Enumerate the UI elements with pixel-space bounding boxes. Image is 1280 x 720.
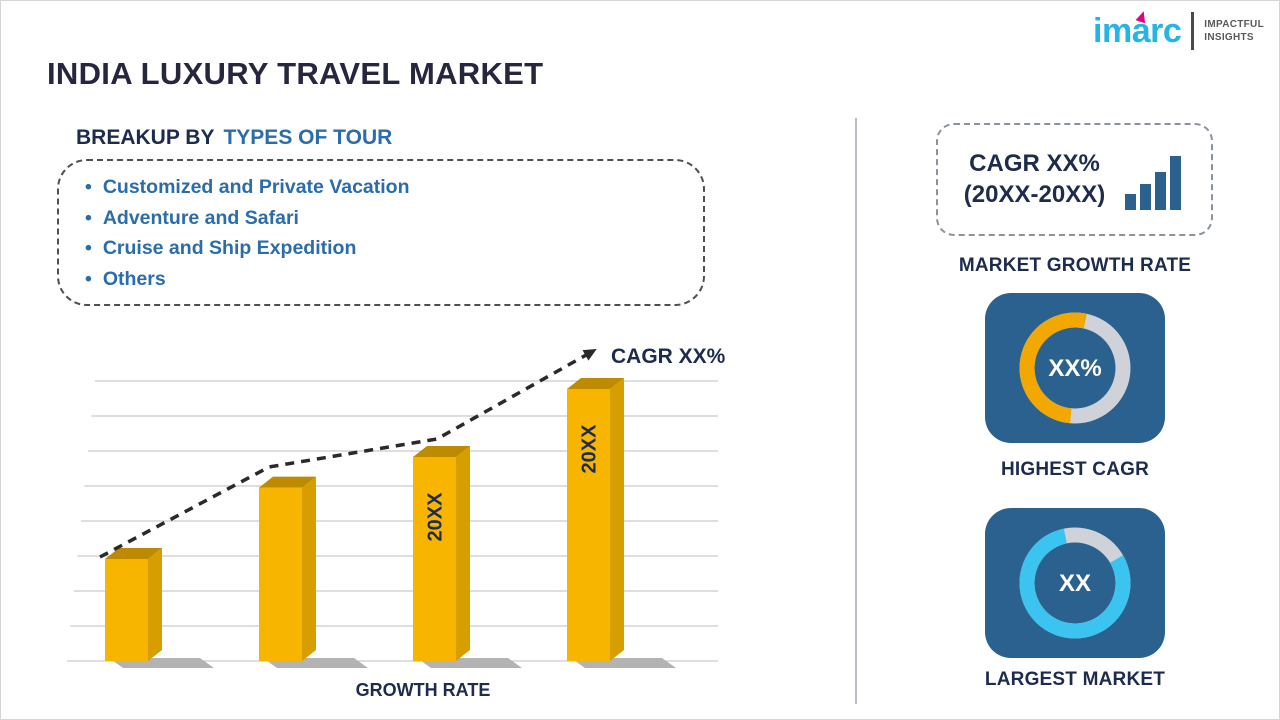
- breakup-box: Customized and Private Vacation Adventur…: [57, 159, 705, 306]
- breakup-heading-highlight: TYPES OF TOUR: [223, 126, 393, 149]
- bar-top-face: [567, 378, 624, 389]
- ascending-bars-icon: [1125, 155, 1182, 210]
- bar-top-face: [259, 476, 316, 488]
- growth-rate-bar-chart: 20XX 20XX CAGR XX% GROWTH RATE: [67, 345, 726, 700]
- cagr-box-text: CAGR XX% (20XX-20XX): [964, 149, 1105, 210]
- bar-side-face: [456, 446, 470, 661]
- list-item: Others: [85, 264, 685, 295]
- tagline-line2: INSIGHTS: [1204, 32, 1254, 43]
- icon-bar: [1170, 155, 1182, 210]
- trend-line: [99, 348, 597, 559]
- breakup-heading-prefix: BREAKUP BY: [76, 126, 215, 149]
- icon-bar: [1125, 193, 1137, 210]
- donut-value: XX%: [1048, 355, 1101, 382]
- imarc-logo: imarc IMPACTFUL INSIGHTS: [1093, 9, 1264, 50]
- bar: [259, 487, 302, 661]
- bar-label: 20XX: [425, 492, 447, 542]
- bar: [105, 559, 148, 661]
- brand-mark: imarc: [1093, 9, 1182, 50]
- largest-market-caption: LARGEST MARKET: [984, 669, 1166, 690]
- bar-label: 20XX: [579, 424, 601, 474]
- donut-chart-largest-market: XX: [1019, 527, 1131, 639]
- donut-chart-highest-cagr: XX%: [1019, 312, 1131, 424]
- market-growth-rate-caption: MARKET GROWTH RATE: [958, 255, 1192, 276]
- bar-side-face: [148, 548, 162, 661]
- cagr-line1: CAGR XX%: [969, 149, 1100, 177]
- cagr-line2: (20XX-20XX): [963, 180, 1106, 208]
- brand-text: imarc: [1093, 12, 1182, 50]
- vertical-divider: [855, 118, 857, 704]
- bar-side-face: [302, 476, 316, 661]
- icon-bar: [1155, 171, 1167, 210]
- bar: [567, 389, 610, 661]
- tagline-line1: IMPACTFUL: [1204, 19, 1264, 30]
- bar-top-face: [413, 446, 470, 457]
- highest-cagr-tile: XX%: [985, 293, 1165, 443]
- list-item: Adventure and Safari: [85, 203, 685, 234]
- largest-market-tile: XX: [985, 508, 1165, 658]
- bar-top-face: [105, 548, 162, 559]
- donut-value: XX: [1059, 570, 1091, 597]
- breakup-heading: BREAKUP BY TYPES OF TOUR: [76, 126, 392, 150]
- bar-side-face: [610, 378, 624, 661]
- breakup-list: Customized and Private Vacation Adventur…: [85, 172, 685, 294]
- bar: [413, 457, 456, 661]
- x-axis-label: GROWTH RATE: [356, 680, 491, 700]
- page-title: INDIA LUXURY TRAVEL MARKET: [47, 56, 544, 91]
- list-item: Customized and Private Vacation: [85, 172, 685, 203]
- logo-tagline: IMPACTFUL INSIGHTS: [1204, 18, 1264, 44]
- icon-bar: [1140, 183, 1152, 210]
- logo-divider: [1191, 12, 1195, 50]
- list-item: Cruise and Ship Expedition: [85, 233, 685, 264]
- cagr-box: CAGR XX% (20XX-20XX): [936, 123, 1213, 236]
- highest-cagr-caption: HIGHEST CAGR: [1000, 459, 1150, 480]
- trend-annotation: CAGR XX%: [611, 345, 726, 368]
